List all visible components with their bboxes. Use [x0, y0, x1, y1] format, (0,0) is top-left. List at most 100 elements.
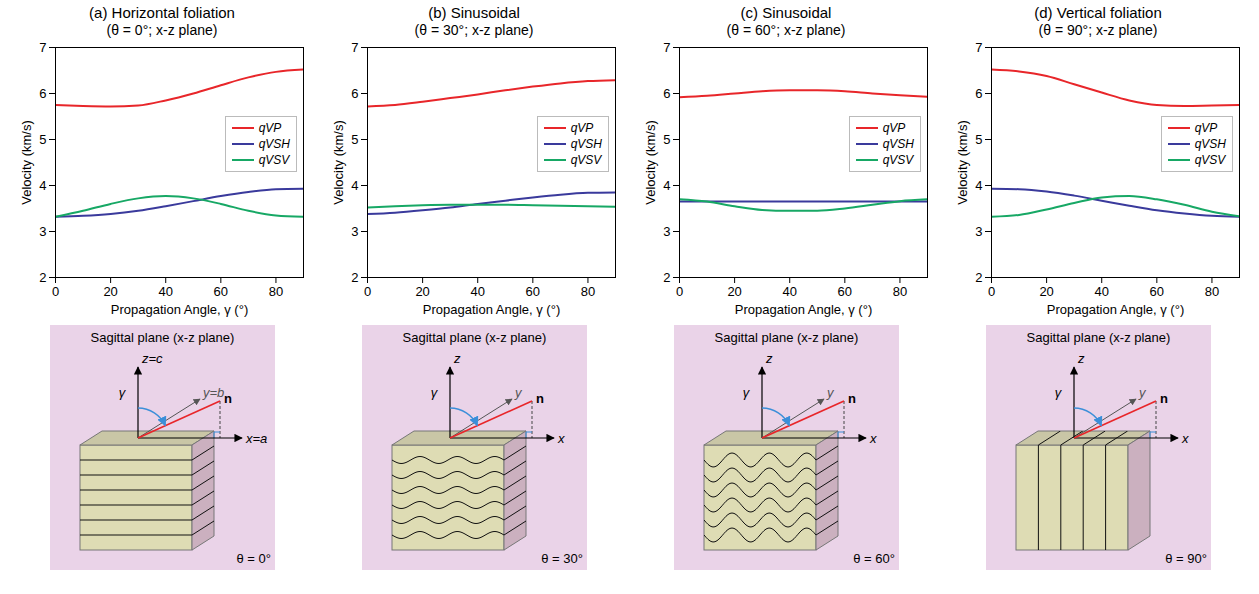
html-text:qVSV: qVSV	[1194, 153, 1226, 167]
svg-text:2: 2	[975, 270, 982, 285]
svg-text:Sagittal plane (x-z plane): Sagittal plane (x-z plane)	[1027, 330, 1171, 345]
html-text:qVSH: qVSH	[258, 137, 290, 151]
html-text:(c) Sinusoidal: (c) Sinusoidal	[740, 4, 832, 21]
svg-text:Propagation Angle, γ (°): Propagation Angle, γ (°)	[1047, 302, 1184, 317]
svg-text:80: 80	[269, 284, 283, 299]
html-text:(θ = 90°; x-z plane): (θ = 90°; x-z plane)	[1038, 22, 1158, 38]
svg-text:60: 60	[214, 284, 228, 299]
svg-text:40: 40	[158, 284, 172, 299]
svg-text:6: 6	[663, 86, 670, 101]
svg-text:3: 3	[351, 224, 358, 239]
svg-text:5: 5	[975, 132, 982, 147]
html-text:(θ = 30°; x-z plane): (θ = 30°; x-z plane)	[414, 22, 534, 38]
svg-text:Propagation Angle, γ (°): Propagation Angle, γ (°)	[423, 302, 560, 317]
svg-text:4: 4	[39, 178, 46, 193]
html-text:qVP: qVP	[1194, 121, 1218, 135]
svg-text:5: 5	[39, 132, 46, 147]
svg-text:0: 0	[364, 284, 371, 299]
svg-text:20: 20	[1039, 284, 1053, 299]
svg-text:7: 7	[975, 40, 982, 55]
svg-text:0: 0	[52, 284, 59, 299]
html-text:qVP: qVP	[882, 121, 906, 135]
svg-text:40: 40	[782, 284, 796, 299]
svg-text:60: 60	[1150, 284, 1164, 299]
svg-text:θ = 30°: θ = 30°	[541, 551, 583, 566]
svg-text:x: x	[557, 431, 565, 446]
svg-text:z: z	[765, 351, 773, 366]
svg-text:y=b: y=b	[202, 385, 224, 400]
html-text:qVSH: qVSH	[1194, 137, 1226, 151]
svg-text:Sagittal plane (x-z plane): Sagittal plane (x-z plane)	[403, 330, 547, 345]
svg-text:20: 20	[727, 284, 741, 299]
svg-text:y: y	[826, 385, 835, 400]
svg-text:2: 2	[351, 270, 358, 285]
svg-text:x=a: x=a	[245, 431, 267, 446]
html-text:qVP: qVP	[570, 121, 594, 135]
svg-text:n: n	[224, 391, 232, 406]
svg-text:γ: γ	[1055, 385, 1063, 400]
svg-text:7: 7	[351, 40, 358, 55]
html-text:(θ = 60°; x-z plane): (θ = 60°; x-z plane)	[726, 22, 846, 38]
svg-text:γ: γ	[743, 385, 751, 400]
svg-text:6: 6	[39, 86, 46, 101]
html-text:qVSH: qVSH	[882, 137, 914, 151]
svg-text:z: z	[1077, 351, 1085, 366]
svg-text:Velocity (km/s): Velocity (km/s)	[19, 120, 34, 205]
svg-text:0: 0	[676, 284, 683, 299]
html-text:qVSH: qVSH	[570, 137, 602, 151]
svg-text:θ = 60°: θ = 60°	[853, 551, 895, 566]
svg-text:20: 20	[103, 284, 117, 299]
svg-text:θ = 0°: θ = 0°	[237, 551, 271, 566]
svg-text:6: 6	[975, 86, 982, 101]
svg-text:Propagation Angle, γ (°): Propagation Angle, γ (°)	[111, 302, 248, 317]
svg-text:2: 2	[663, 270, 670, 285]
svg-text:7: 7	[663, 40, 670, 55]
svg-text:Velocity (km/s): Velocity (km/s)	[331, 120, 346, 205]
svg-text:n: n	[536, 391, 544, 406]
svg-text:γ: γ	[119, 385, 127, 400]
svg-text:3: 3	[663, 224, 670, 239]
svg-text:z: z	[453, 351, 461, 366]
svg-text:6: 6	[351, 86, 358, 101]
html-text:(θ = 0°; x-z plane): (θ = 0°; x-z plane)	[106, 22, 218, 38]
svg-text:40: 40	[1094, 284, 1108, 299]
svg-text:3: 3	[39, 224, 46, 239]
svg-text:2: 2	[39, 270, 46, 285]
svg-text:60: 60	[526, 284, 540, 299]
html-text:qVSV: qVSV	[570, 153, 602, 167]
svg-text:60: 60	[838, 284, 852, 299]
svg-text:40: 40	[470, 284, 484, 299]
svg-text:z=c: z=c	[141, 351, 163, 366]
svg-text:20: 20	[415, 284, 429, 299]
svg-text:Sagittal plane (x-z plane): Sagittal plane (x-z plane)	[715, 330, 859, 345]
html-text:qVSV: qVSV	[882, 153, 914, 167]
svg-text:4: 4	[975, 178, 982, 193]
svg-text:0: 0	[988, 284, 995, 299]
svg-text:Sagittal plane (x-z plane): Sagittal plane (x-z plane)	[91, 330, 235, 345]
svg-text:3: 3	[975, 224, 982, 239]
svg-text:θ = 90°: θ = 90°	[1165, 551, 1207, 566]
svg-text:n: n	[848, 391, 856, 406]
svg-text:x: x	[1181, 431, 1189, 446]
svg-text:80: 80	[1205, 284, 1219, 299]
html-text:(b) Sinusoidal: (b) Sinusoidal	[428, 4, 520, 21]
svg-text:7: 7	[39, 40, 46, 55]
svg-text:y: y	[514, 385, 523, 400]
svg-text:γ: γ	[431, 385, 439, 400]
svg-text:n: n	[1160, 391, 1168, 406]
svg-text:x: x	[869, 431, 877, 446]
svg-text:5: 5	[351, 132, 358, 147]
html-text:qVP: qVP	[258, 121, 282, 135]
svg-text:y: y	[1138, 385, 1147, 400]
svg-text:80: 80	[581, 284, 595, 299]
svg-text:4: 4	[351, 178, 358, 193]
svg-text:Velocity (km/s): Velocity (km/s)	[955, 120, 970, 205]
svg-text:4: 4	[663, 178, 670, 193]
svg-text:80: 80	[893, 284, 907, 299]
svg-text:5: 5	[663, 132, 670, 147]
svg-text:Velocity (km/s): Velocity (km/s)	[643, 120, 658, 205]
html-text:(d) Vertical foliation: (d) Vertical foliation	[1034, 4, 1162, 21]
html-text:(a) Horizontal foliation: (a) Horizontal foliation	[89, 4, 235, 21]
html-text:qVSV: qVSV	[258, 153, 290, 167]
svg-text:Propagation Angle, γ (°): Propagation Angle, γ (°)	[735, 302, 872, 317]
